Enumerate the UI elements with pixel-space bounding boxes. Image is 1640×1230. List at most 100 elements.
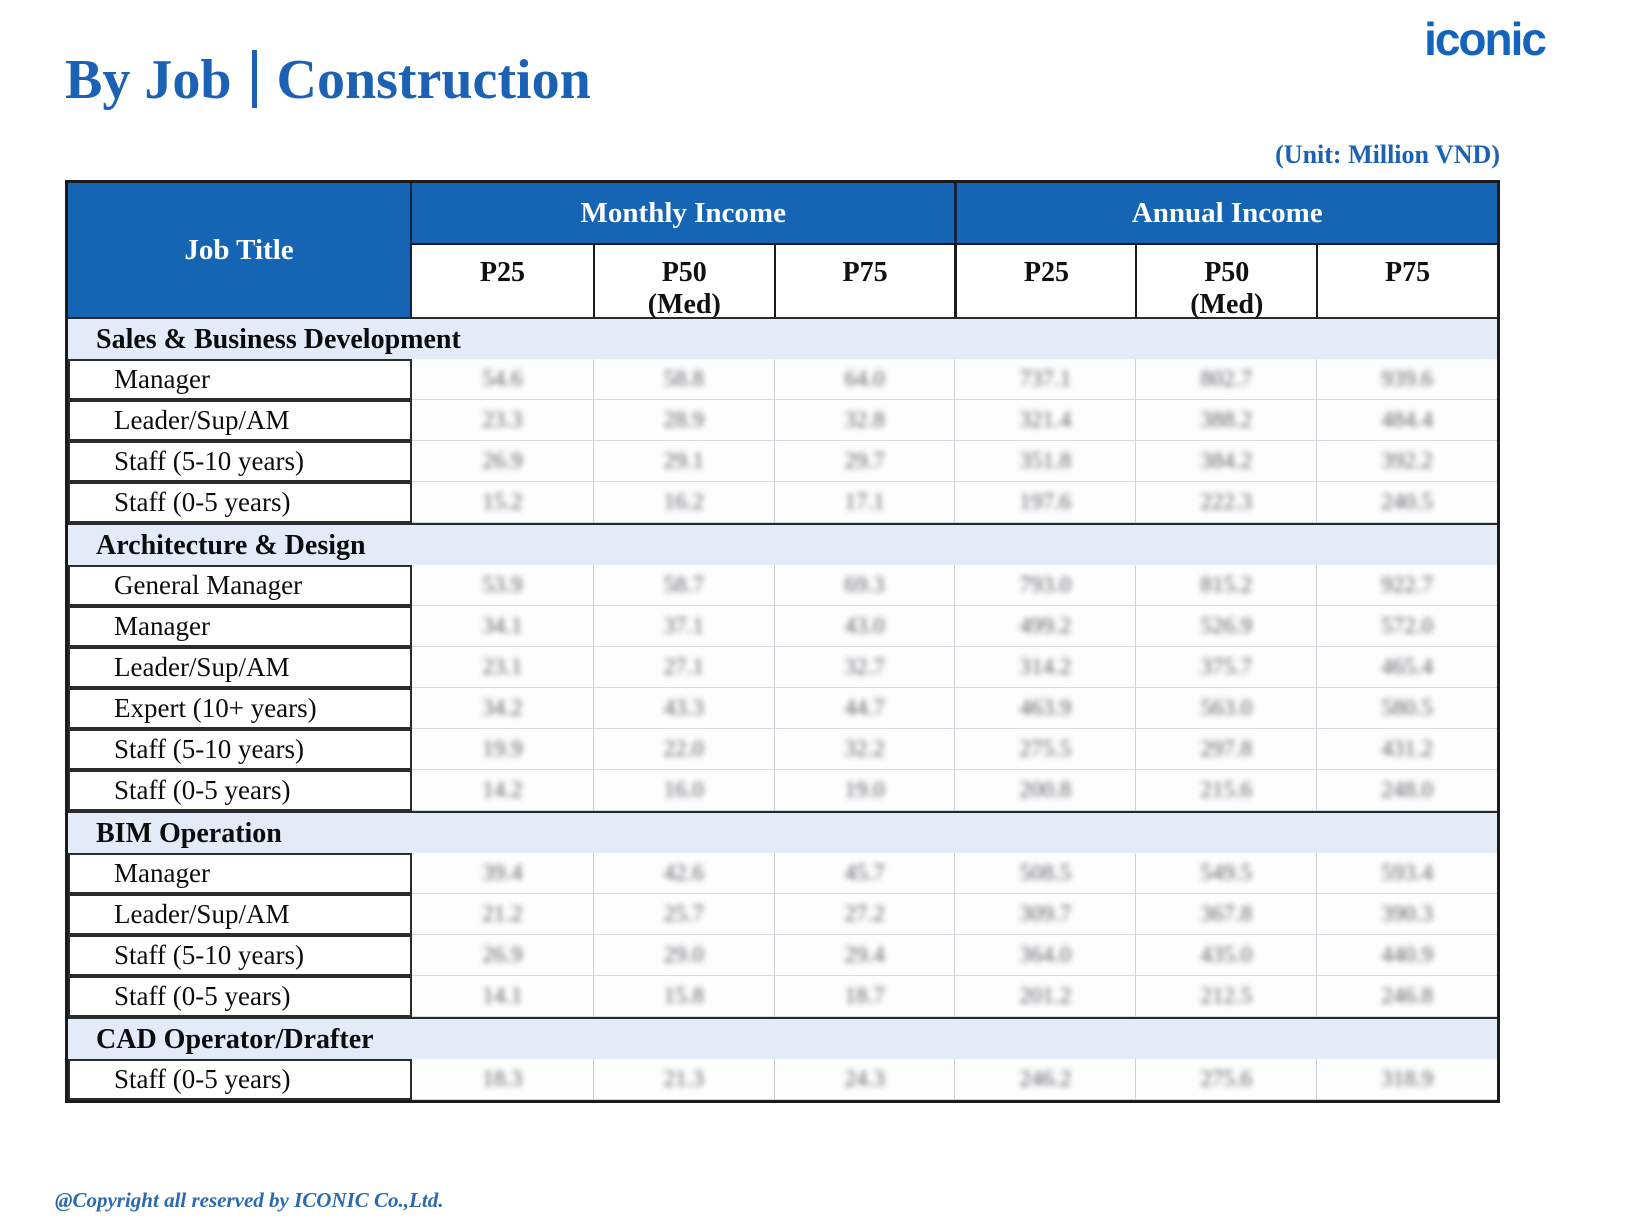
value-cell: 22.0 (592, 729, 774, 770)
value-cell: 364.0 (954, 935, 1136, 976)
value-cell: 19.0 (773, 770, 955, 811)
blurred-value: 737.1 (1019, 366, 1072, 391)
blurred-value: 215.6 (1200, 777, 1253, 802)
table-row: Expert (10+ years) 34.2 43.3 44.7 463.9 563.0… (68, 688, 1497, 729)
table-row: Manager 54.6 58.8 64.0 737.1 802.7 939.6 (68, 359, 1497, 400)
table-row: Leader/Sup/AM 23.1 27.1 32.7 314.2 375.7 465.4 (68, 647, 1497, 688)
value-cell: 64.0 (773, 359, 955, 400)
blurred-value: 32.2 (844, 736, 885, 761)
value-cell: 34.1 (412, 606, 593, 647)
value-cell: 593.4 (1316, 853, 1497, 894)
iconic-logo: iconic (1424, 13, 1547, 65)
value-cell: 215.6 (1135, 770, 1317, 811)
page-title: By Job Construction (65, 48, 591, 112)
subheader-annual-p25: P25 (954, 243, 1136, 317)
value-cell: 200.8 (954, 770, 1136, 811)
value-cell: 15.2 (412, 482, 593, 523)
table-row: Leader/Sup/AM 21.2 25.7 27.2 309.7 367.8 390.3 (68, 894, 1497, 935)
value-cell: 212.5 (1135, 976, 1317, 1017)
job-title-cell: Manager (68, 359, 412, 400)
salary-table: Job Title Monthly Income Annual Income P… (65, 180, 1500, 1103)
blurred-value: 440.9 (1381, 942, 1433, 967)
value-cell: 463.9 (954, 688, 1136, 729)
job-title-cell: Staff (0-5 years) (68, 770, 412, 811)
blurred-value: 19.0 (844, 777, 885, 802)
value-cell: 275.6 (1135, 1059, 1317, 1100)
value-cell: 508.5 (954, 853, 1136, 894)
value-cell: 58.8 (592, 359, 774, 400)
value-cell: 15.8 (592, 976, 774, 1017)
blurred-value: 248.0 (1381, 777, 1433, 802)
value-cell: 309.7 (954, 894, 1136, 935)
value-cell: 499.2 (954, 606, 1136, 647)
monthly-income-header: Monthly Income (412, 183, 955, 243)
subheader-line1: P75 (1385, 257, 1431, 288)
job-title-cell: Leader/Sup/AM (68, 894, 412, 935)
blurred-value: 388.2 (1200, 407, 1253, 432)
blurred-value: 200.8 (1019, 777, 1072, 802)
job-title-cell: Expert (10+ years) (68, 688, 412, 729)
blurred-value: 14.2 (482, 777, 523, 802)
blurred-value: 24.3 (844, 1066, 885, 1091)
subheader-monthly-p25: P25 (412, 243, 593, 317)
blurred-value: 27.1 (663, 654, 704, 679)
blurred-value: 45.7 (844, 860, 885, 885)
blurred-value: 240.5 (1381, 489, 1433, 514)
blurred-value: 390.3 (1381, 901, 1433, 926)
value-cell: 58.7 (592, 565, 774, 606)
value-cell: 297.8 (1135, 729, 1317, 770)
value-cell: 29.0 (592, 935, 774, 976)
value-cell: 43.0 (773, 606, 955, 647)
value-cell: 384.2 (1135, 441, 1317, 482)
value-cell: 21.3 (592, 1059, 774, 1100)
blurred-value: 321.4 (1019, 407, 1072, 432)
blurred-value: 314.2 (1019, 654, 1072, 679)
value-cell: 23.3 (412, 400, 593, 441)
value-cell: 737.1 (954, 359, 1136, 400)
job-title-cell: Staff (0-5 years) (68, 1059, 412, 1100)
job-title-header: Job Title (68, 183, 412, 317)
blurred-value: 22.0 (663, 736, 704, 761)
value-cell: 484.4 (1316, 400, 1497, 441)
blurred-value: 29.0 (663, 942, 704, 967)
subheader-line1: P25 (1023, 257, 1069, 288)
value-cell: 314.2 (954, 647, 1136, 688)
value-cell: 246.2 (954, 1059, 1136, 1100)
job-title-cell: Staff (0-5 years) (68, 976, 412, 1017)
value-cell: 29.4 (773, 935, 955, 976)
subheader-line1: P75 (842, 257, 888, 288)
subheader-line1: P25 (479, 257, 525, 288)
blurred-value: 15.8 (663, 983, 704, 1008)
blurred-value: 526.9 (1200, 613, 1253, 638)
blurred-value: 32.8 (844, 407, 885, 432)
title-right: Construction (276, 49, 591, 111)
blurred-value: 499.2 (1019, 613, 1072, 638)
blurred-value: 309.7 (1019, 901, 1072, 926)
blurred-value: 197.6 (1019, 489, 1072, 514)
blurred-value: 19.9 (482, 736, 523, 761)
value-cell: 240.5 (1316, 482, 1497, 523)
blurred-value: 431.2 (1381, 736, 1433, 761)
value-cell: 21.2 (412, 894, 593, 935)
subheader-line1: P50 (661, 257, 707, 288)
value-cell: 802.7 (1135, 359, 1317, 400)
value-cell: 26.9 (412, 935, 593, 976)
job-title-cell: Staff (0-5 years) (68, 482, 412, 523)
blurred-value: 222.3 (1200, 489, 1253, 514)
value-cell: 24.3 (773, 1059, 955, 1100)
value-cell: 23.1 (412, 647, 593, 688)
subheader-annual-p50: P50 (Med) (1135, 243, 1317, 320)
value-cell: 435.0 (1135, 935, 1317, 976)
blurred-value: 44.7 (844, 695, 885, 720)
value-cell: 563.0 (1135, 688, 1317, 729)
blurred-value: 26.9 (482, 942, 523, 967)
blurred-value: 297.8 (1200, 736, 1253, 761)
value-cell: 14.2 (412, 770, 593, 811)
annual-income-header: Annual Income (954, 183, 1497, 243)
subheader-monthly-p50: P50 (Med) (592, 243, 774, 320)
title-left: By Job (65, 49, 232, 111)
value-cell: 16.2 (592, 482, 774, 523)
subheader-line2: (Med) (1190, 289, 1264, 320)
blurred-value: 37.1 (663, 613, 704, 638)
job-title-cell: Leader/Sup/AM (68, 647, 412, 688)
